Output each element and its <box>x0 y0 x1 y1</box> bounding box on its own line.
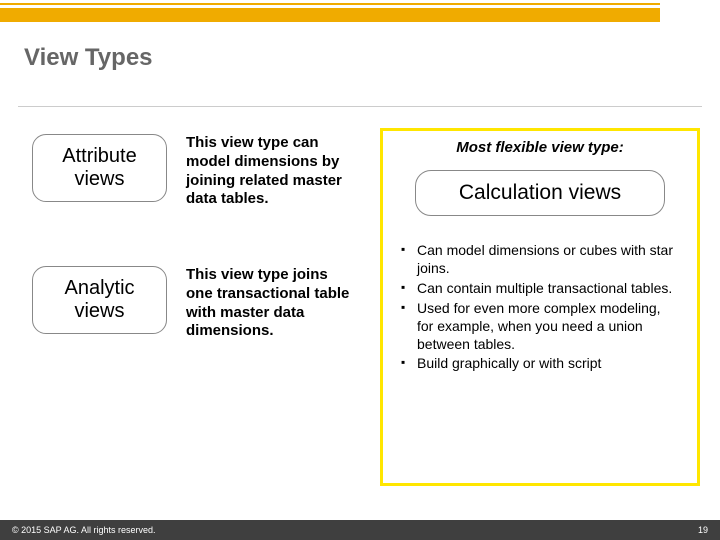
attribute-views-desc: This view type can model dimensions by j… <box>186 134 356 209</box>
calculation-views-label: Calculation views <box>459 181 621 204</box>
footer: © 2015 SAP AG. All rights reserved. 19 <box>0 520 720 540</box>
analytic-views-desc: This view type joins one transactional t… <box>186 266 356 341</box>
analytic-views-box: Analytic views <box>32 266 167 334</box>
calculation-bullets: Can model dimensions or cubes with star … <box>401 242 679 373</box>
calculation-views-panel: Most flexible view type: Calculation vie… <box>380 128 700 486</box>
page-title: View Types <box>24 44 153 72</box>
bullet-item: Used for even more complex modeling, for… <box>401 300 679 354</box>
footer-page-number: 19 <box>698 525 708 535</box>
bullet-item: Can model dimensions or cubes with star … <box>401 242 679 278</box>
attribute-views-label: Attribute views <box>62 145 136 190</box>
calculation-views-box: Calculation views <box>415 170 665 216</box>
footer-copyright: © 2015 SAP AG. All rights reserved. <box>12 525 156 535</box>
header-thin-line <box>0 3 660 5</box>
title-divider <box>18 106 702 107</box>
bullet-item: Build graphically or with script <box>401 355 679 373</box>
attribute-views-box: Attribute views <box>32 134 167 202</box>
flexible-heading: Most flexible view type: <box>383 139 697 156</box>
bullet-item: Can contain multiple transactional table… <box>401 280 679 298</box>
analytic-views-label: Analytic views <box>64 277 134 322</box>
slide: View Types Attribute views This view typ… <box>0 0 720 540</box>
header-thick-bar <box>0 8 660 22</box>
